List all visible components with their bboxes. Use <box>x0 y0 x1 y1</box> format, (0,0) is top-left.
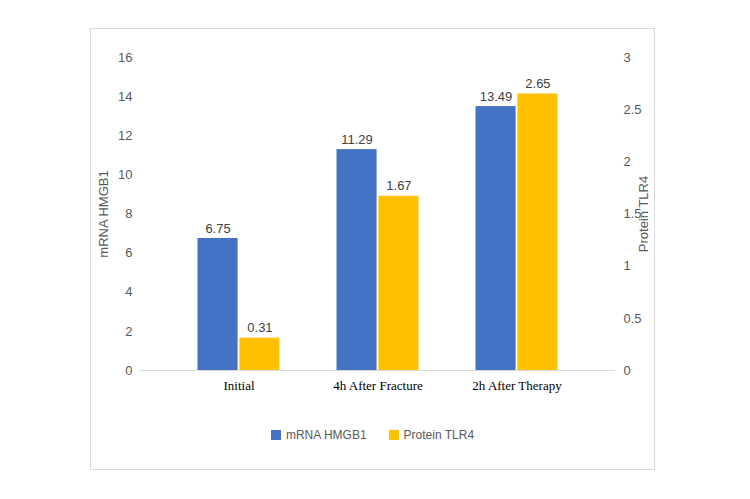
svg-text:0: 0 <box>624 363 631 378</box>
svg-text:8: 8 <box>125 206 132 221</box>
svg-text:16: 16 <box>118 50 132 65</box>
svg-text:6.75: 6.75 <box>205 221 230 236</box>
svg-text:0.5: 0.5 <box>624 310 642 325</box>
svg-text:13.49: 13.49 <box>480 89 513 104</box>
svg-text:1.5: 1.5 <box>624 206 642 221</box>
html-text:Protein TLR4: Protein TLR4 <box>403 428 475 442</box>
svg-text:14: 14 <box>118 89 132 104</box>
svg-text:2.5: 2.5 <box>624 102 642 117</box>
svg-text:1: 1 <box>624 258 631 273</box>
svg-text:4: 4 <box>125 284 132 299</box>
svg-text:2: 2 <box>125 324 132 339</box>
svg-text:2.65: 2.65 <box>525 76 550 91</box>
svg-text:2h After Therapy: 2h After Therapy <box>472 378 562 393</box>
svg-text:Protein TLR4: Protein TLR4 <box>636 176 651 252</box>
svg-text:mRNA HMGB1: mRNA HMGB1 <box>96 170 111 257</box>
svg-text:4h After Fracture: 4h After Fracture <box>333 378 423 393</box>
svg-text:12: 12 <box>118 128 132 143</box>
html-text:mRNA HMGB1: mRNA HMGB1 <box>285 428 367 442</box>
svg-text:0.31: 0.31 <box>247 320 272 335</box>
svg-text:6: 6 <box>125 245 132 260</box>
svg-text:1.67: 1.67 <box>386 178 411 193</box>
svg-text:0: 0 <box>125 363 132 378</box>
svg-text:3: 3 <box>624 50 631 65</box>
svg-text:11.29: 11.29 <box>341 132 373 147</box>
svg-text:10: 10 <box>118 167 132 182</box>
svg-text:2: 2 <box>624 154 631 169</box>
svg-text:Initial: Initial <box>223 378 254 393</box>
